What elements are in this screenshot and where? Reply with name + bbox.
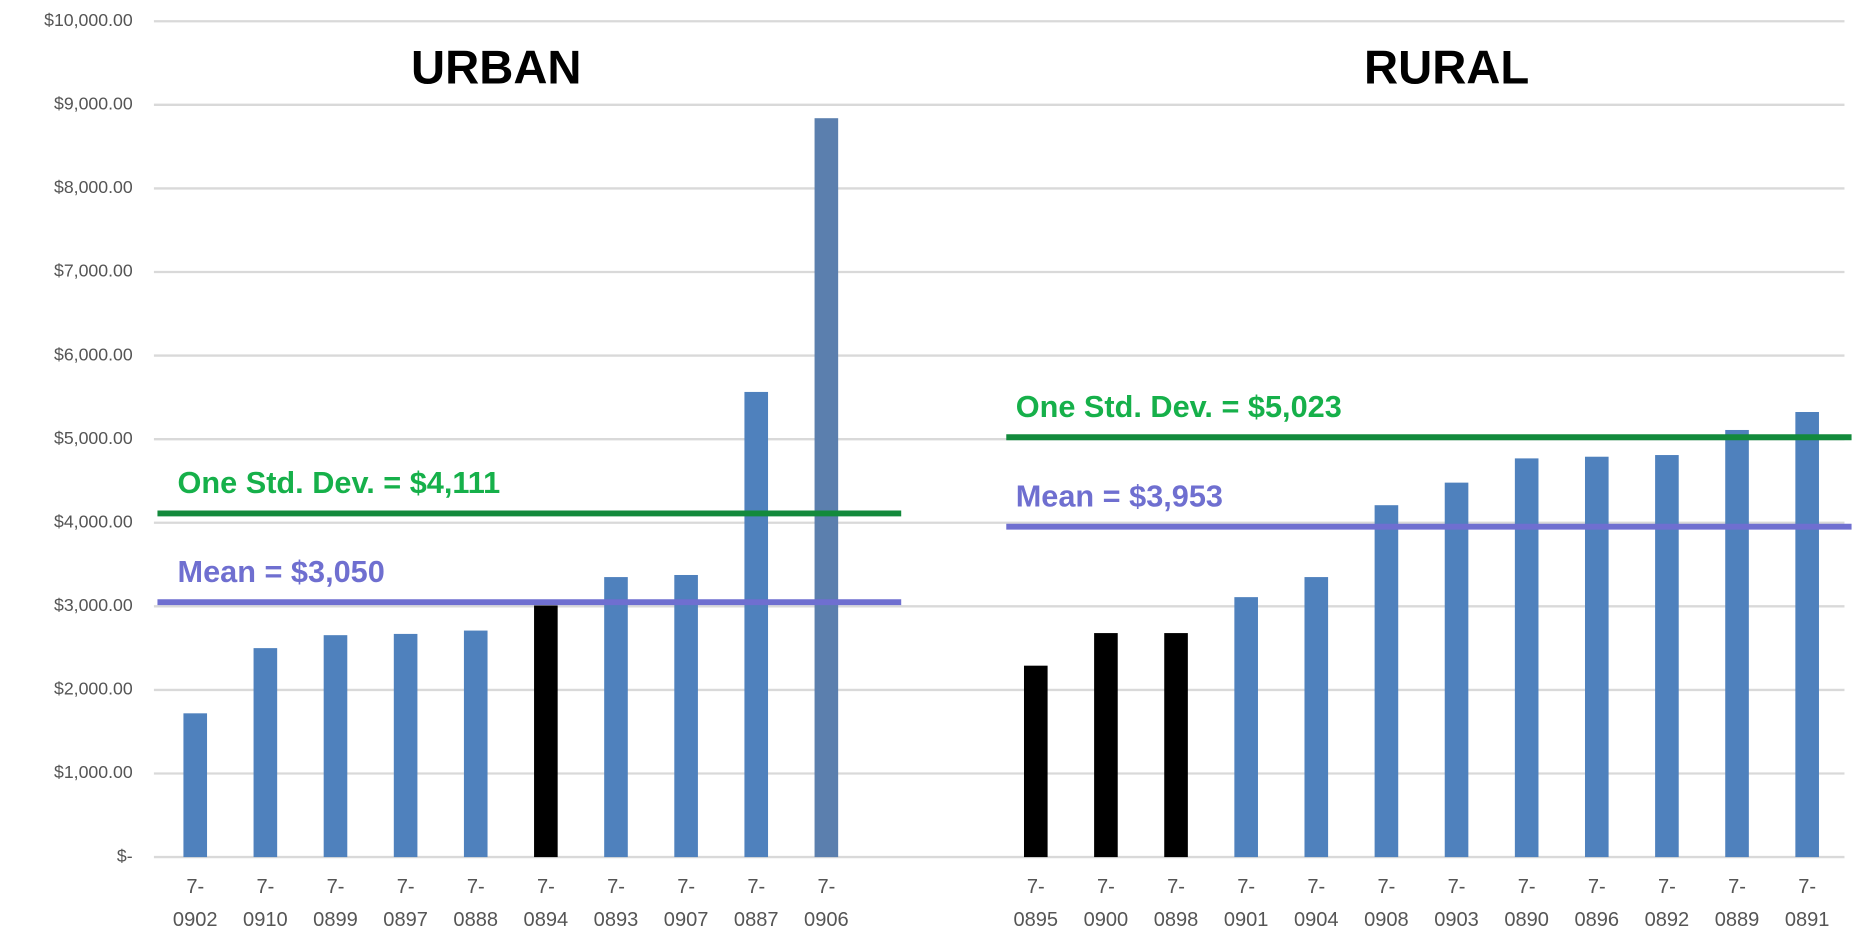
bar xyxy=(1584,456,1609,858)
x-tick-label: 0893 xyxy=(594,909,639,931)
bar xyxy=(1655,455,1679,858)
panel-title: URBAN xyxy=(411,41,581,94)
reference-label: One Std. Dev. = $4,111 xyxy=(178,465,501,500)
x-tick-label: 7- xyxy=(1307,876,1325,898)
x-tick-label: 0907 xyxy=(664,909,709,931)
x-tick-label: 7- xyxy=(1448,876,1466,898)
x-tick-label: 0887 xyxy=(734,909,779,931)
reference-label: Mean = $3,050 xyxy=(178,554,385,589)
x-tick-label: 7- xyxy=(186,876,204,898)
bar xyxy=(1304,577,1329,858)
x-tick-label: 0903 xyxy=(1434,909,1479,931)
x-tick-label: 7- xyxy=(1658,876,1676,898)
y-tick-label: $3,000.00 xyxy=(54,595,133,615)
x-tick-label: 7- xyxy=(1518,876,1536,898)
x-tick-label: 0890 xyxy=(1504,909,1549,931)
x-tick-label: 7- xyxy=(537,876,555,898)
bar xyxy=(393,633,418,858)
y-tick-label: $2,000.00 xyxy=(54,679,133,699)
x-tick-label: 0889 xyxy=(1715,909,1760,931)
bar xyxy=(463,630,488,858)
x-tick-label: 0899 xyxy=(313,909,358,931)
reference-label: Mean = $3,953 xyxy=(1016,478,1223,513)
x-tick-label: 0910 xyxy=(243,909,288,931)
x-tick-label: 7- xyxy=(1097,876,1115,898)
bar xyxy=(604,577,628,858)
bar xyxy=(323,635,348,858)
y-tick-label: $8,000.00 xyxy=(54,177,133,197)
x-tick-label: 7- xyxy=(327,876,345,898)
x-tick-label: 0894 xyxy=(524,909,569,931)
x-tick-label: 7- xyxy=(397,876,415,898)
x-tick-label: 0908 xyxy=(1364,909,1409,931)
x-tick-label: 0898 xyxy=(1154,909,1199,931)
y-tick-label: $- xyxy=(117,846,133,866)
bar xyxy=(744,391,769,858)
x-tick-label: 7- xyxy=(1728,876,1746,898)
x-tick-label: 0904 xyxy=(1294,909,1339,931)
x-tick-label: 0892 xyxy=(1645,909,1690,931)
y-tick-label: $1,000.00 xyxy=(54,762,133,782)
x-tick-label: 0900 xyxy=(1084,909,1129,931)
x-tick-label: 0901 xyxy=(1224,909,1269,931)
x-tick-label: 7- xyxy=(1798,876,1816,898)
bar xyxy=(253,648,278,858)
y-tick-label: $4,000.00 xyxy=(54,511,133,531)
bar xyxy=(183,713,208,858)
x-tick-label: 0888 xyxy=(453,909,498,931)
x-tick-label: 0897 xyxy=(383,909,428,931)
bar xyxy=(534,605,558,858)
bar xyxy=(814,118,839,858)
x-tick-label: 0896 xyxy=(1574,909,1619,931)
x-tick-label: 0891 xyxy=(1785,909,1830,931)
bar xyxy=(1234,597,1258,858)
x-tick-label: 7- xyxy=(817,876,835,898)
y-tick-label: $9,000.00 xyxy=(54,94,133,114)
x-tick-label: 0895 xyxy=(1013,909,1058,931)
x-tick-label: 7- xyxy=(1027,876,1045,898)
panel-title: RURAL xyxy=(1364,41,1529,94)
x-tick-label: 7- xyxy=(467,876,485,898)
bar xyxy=(1023,665,1048,858)
x-tick-label: 7- xyxy=(1237,876,1255,898)
x-tick-label: 7- xyxy=(747,876,765,898)
bar xyxy=(1514,458,1539,858)
bar xyxy=(1795,412,1819,858)
bar xyxy=(1725,429,1749,858)
x-tick-label: 7- xyxy=(1588,876,1606,898)
bar xyxy=(674,574,698,858)
y-tick-label: $7,000.00 xyxy=(54,261,133,281)
y-tick-label: $5,000.00 xyxy=(54,428,133,448)
y-tick-label: $10,000.00 xyxy=(44,10,133,30)
bar xyxy=(1444,482,1469,858)
bar xyxy=(1164,633,1188,858)
x-tick-label: 7- xyxy=(256,876,274,898)
x-tick-label: 0906 xyxy=(804,909,849,931)
bar xyxy=(1094,633,1118,858)
x-tick-label: 0902 xyxy=(173,909,218,931)
x-tick-label: 7- xyxy=(677,876,695,898)
x-tick-label: 7- xyxy=(607,876,625,898)
x-tick-label: 7- xyxy=(1167,876,1185,898)
bar xyxy=(1374,505,1399,858)
x-tick-label: 7- xyxy=(1378,876,1396,898)
reference-label: One Std. Dev. = $5,023 xyxy=(1016,389,1342,424)
y-tick-label: $6,000.00 xyxy=(54,344,133,364)
